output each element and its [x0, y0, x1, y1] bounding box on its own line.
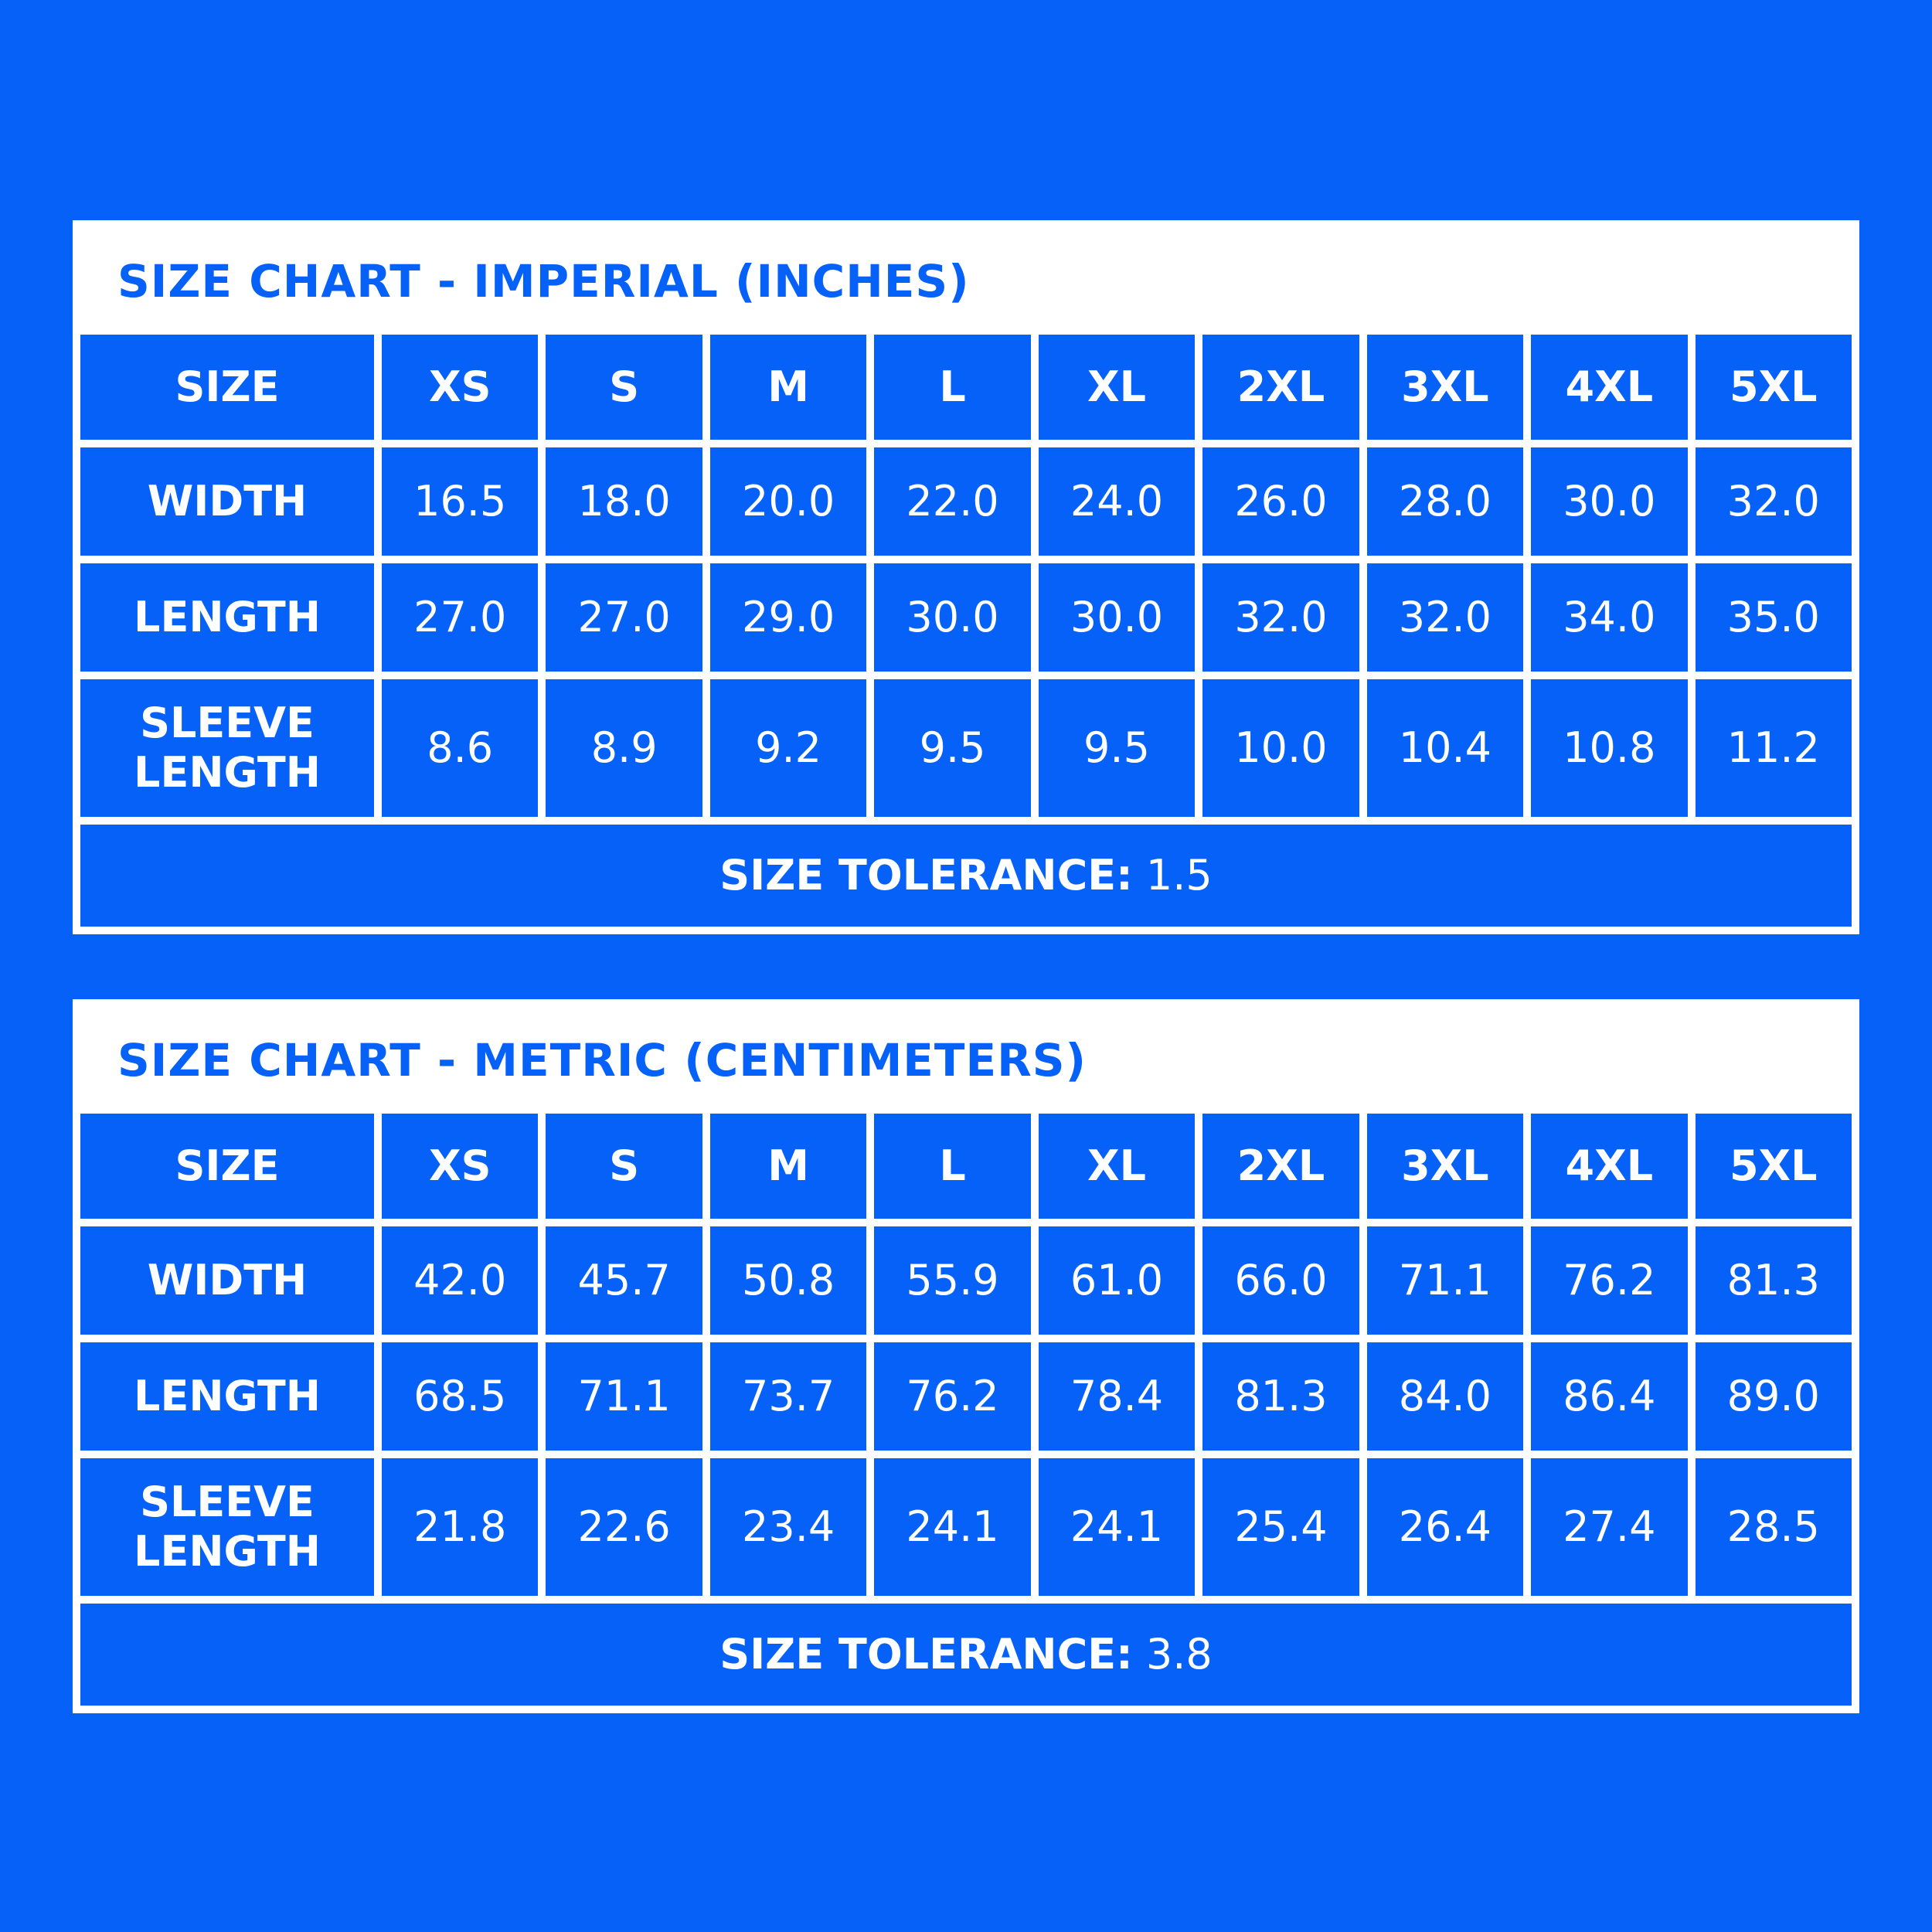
table-cell-value: 42.0: [382, 1226, 539, 1335]
size-tolerance-label: SIZE TOLERANCE:: [719, 1630, 1133, 1679]
size-tolerance-row: SIZE TOLERANCE: 3.8: [80, 1604, 1852, 1706]
column-header-3xl: 3XL: [1366, 335, 1524, 440]
table-cell-value: 25.4: [1202, 1458, 1359, 1596]
table-cell-value: 23.4: [709, 1458, 867, 1596]
table-cell-value: 27.4: [1531, 1458, 1688, 1596]
size-tolerance-value: 3.8: [1145, 1630, 1213, 1679]
table-cell-value: 32.0: [1695, 447, 1852, 556]
table-cell-value: 9.2: [709, 679, 867, 817]
column-header-size: SIZE: [80, 335, 374, 440]
table-cell-value: 32.0: [1366, 563, 1524, 672]
table-cell-value: 10.0: [1202, 679, 1359, 817]
size-tolerance-value: 1.5: [1145, 851, 1213, 900]
column-header-s: S: [546, 335, 702, 440]
metric-table-grid: SIZE XS S M L XL 2XL 3XL 4XL 5XL WIDTH 42.0 45.7 50.8…: [80, 1114, 1852, 1706]
column-header-2xl: 2XL: [1202, 1114, 1359, 1219]
row-label-width: WIDTH: [80, 1226, 374, 1335]
table-cell-value: 18.0: [546, 447, 702, 556]
table-cell-value: 16.5: [382, 447, 539, 556]
metric-table-title: SIZE CHART - METRIC (CENTIMETERS): [80, 1007, 1852, 1114]
table-cell-value: 22.0: [874, 447, 1031, 556]
table-cell-value: 50.8: [709, 1226, 867, 1335]
row-label-width: WIDTH: [80, 447, 374, 556]
table-cell-value: 76.2: [1531, 1226, 1688, 1335]
table-cell-value: 55.9: [874, 1226, 1031, 1335]
column-header-xs: XS: [382, 335, 539, 440]
table-cell-value: 8.9: [546, 679, 702, 817]
table-cell-value: 45.7: [546, 1226, 702, 1335]
imperial-size-table: SIZE CHART - IMPERIAL (INCHES) SIZE XS S M L…: [73, 220, 1859, 934]
column-header-4xl: 4XL: [1531, 335, 1688, 440]
table-cell-value: 22.6: [546, 1458, 702, 1596]
table-cell-value: 81.3: [1695, 1226, 1852, 1335]
table-cell-value: 26.0: [1202, 447, 1359, 556]
table-cell-value: 10.4: [1366, 679, 1524, 817]
table-cell-value: 28.0: [1366, 447, 1524, 556]
table-cell-value: 26.4: [1366, 1458, 1524, 1596]
table-cell-value: 10.8: [1531, 679, 1688, 817]
table-cell-value: 68.5: [382, 1342, 539, 1451]
table-cell-value: 30.0: [1531, 447, 1688, 556]
column-header-l: L: [874, 1114, 1031, 1219]
table-cell-value: 86.4: [1531, 1342, 1688, 1451]
table-cell-value: 61.0: [1038, 1226, 1196, 1335]
column-header-m: M: [709, 335, 867, 440]
table-cell-value: 24.1: [874, 1458, 1031, 1596]
column-header-3xl: 3XL: [1366, 1114, 1524, 1219]
table-cell-value: 30.0: [1038, 563, 1196, 672]
table-cell-value: 9.5: [1038, 679, 1196, 817]
table-cell-value: 28.5: [1695, 1458, 1852, 1596]
table-cell-value: 66.0: [1202, 1226, 1359, 1335]
column-header-m: M: [709, 1114, 867, 1219]
row-label-length: LENGTH: [80, 1342, 374, 1451]
column-header-s: S: [546, 1114, 702, 1219]
table-cell-value: 8.6: [382, 679, 539, 817]
table-cell-value: 35.0: [1695, 563, 1852, 672]
column-header-size: SIZE: [80, 1114, 374, 1219]
metric-size-table: SIZE CHART - METRIC (CENTIMETERS) SIZE XS…: [73, 999, 1859, 1713]
column-header-xs: XS: [382, 1114, 539, 1219]
table-cell-value: 29.0: [709, 563, 867, 672]
table-cell-value: 71.1: [546, 1342, 702, 1451]
imperial-table-title: SIZE CHART - IMPERIAL (INCHES): [80, 228, 1852, 335]
column-header-2xl: 2XL: [1202, 335, 1359, 440]
table-cell-value: 84.0: [1366, 1342, 1524, 1451]
table-cell-value: 9.5: [874, 679, 1031, 817]
table-cell-value: 11.2: [1695, 679, 1852, 817]
column-header-xl: XL: [1038, 1114, 1196, 1219]
table-cell-value: 21.8: [382, 1458, 539, 1596]
table-cell-value: 20.0: [709, 447, 867, 556]
table-cell-value: 27.0: [546, 563, 702, 672]
table-cell-value: 27.0: [382, 563, 539, 672]
column-header-4xl: 4XL: [1531, 1114, 1688, 1219]
table-cell-value: 24.1: [1038, 1458, 1196, 1596]
table-cell-value: 32.0: [1202, 563, 1359, 672]
column-header-5xl: 5XL: [1695, 1114, 1852, 1219]
table-cell-value: 78.4: [1038, 1342, 1196, 1451]
table-cell-value: 89.0: [1695, 1342, 1852, 1451]
row-label-length: LENGTH: [80, 563, 374, 672]
table-cell-value: 34.0: [1531, 563, 1688, 672]
size-tolerance-label: SIZE TOLERANCE:: [719, 851, 1133, 900]
size-tolerance-row: SIZE TOLERANCE: 1.5: [80, 825, 1852, 927]
column-header-xl: XL: [1038, 335, 1196, 440]
column-header-5xl: 5XL: [1695, 335, 1852, 440]
imperial-table-grid: SIZE XS S M L XL 2XL 3XL 4XL 5XL WIDTH 16.5 18.0 20.0…: [80, 335, 1852, 927]
table-cell-value: 81.3: [1202, 1342, 1359, 1451]
table-cell-value: 71.1: [1366, 1226, 1524, 1335]
row-label-sleeve-length: SLEEVE LENGTH: [80, 1458, 374, 1596]
row-label-sleeve-length: SLEEVE LENGTH: [80, 679, 374, 817]
table-cell-value: 30.0: [874, 563, 1031, 672]
table-cell-value: 73.7: [709, 1342, 867, 1451]
column-header-l: L: [874, 335, 1031, 440]
table-cell-value: 76.2: [874, 1342, 1031, 1451]
table-cell-value: 24.0: [1038, 447, 1196, 556]
